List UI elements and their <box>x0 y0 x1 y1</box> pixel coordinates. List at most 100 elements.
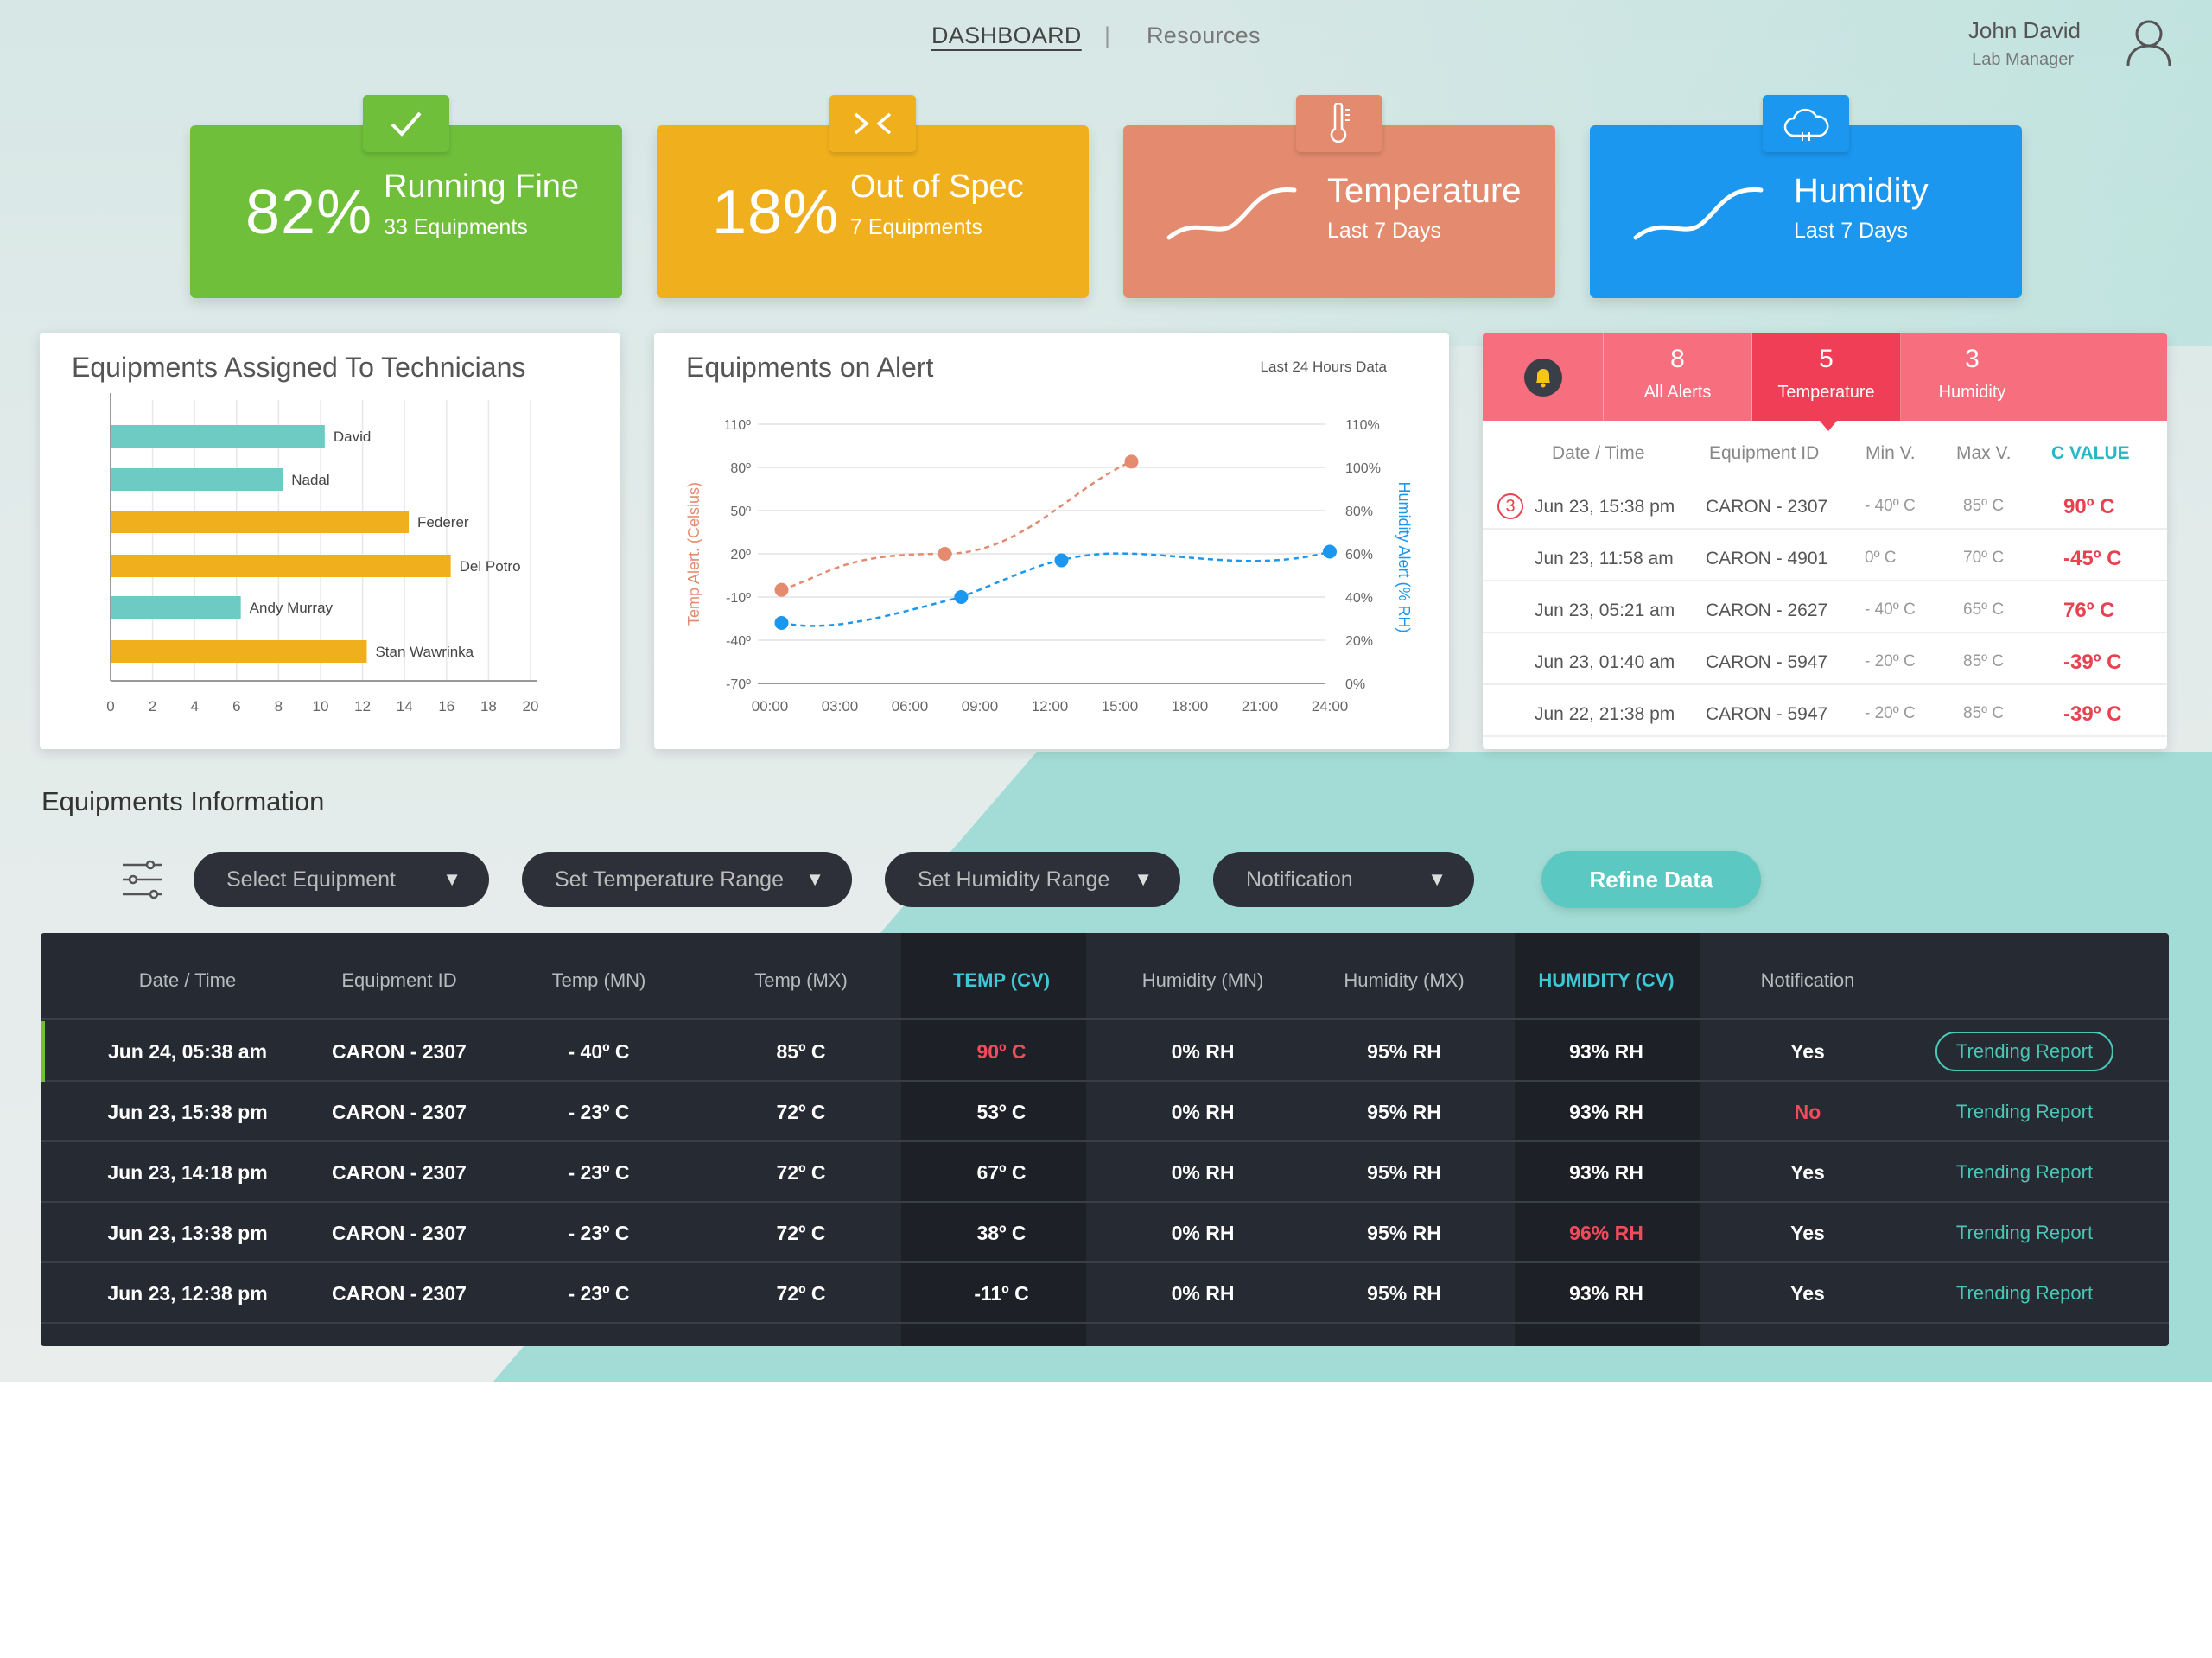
bar[interactable] <box>111 468 283 491</box>
alert-time: Jun 23, 05:21 am <box>1535 600 1675 620</box>
row-humidity-min: 0% RH <box>1171 1101 1235 1123</box>
kpi-spec-sub: 7 Equipments <box>850 215 982 239</box>
data-point[interactable] <box>938 547 952 561</box>
row-equipment-id: CARON - 2307 <box>332 1282 467 1305</box>
alert-time: Jun 23, 11:58 am <box>1535 549 1674 569</box>
trending-report-link[interactable]: Trending Report <box>1955 1282 2094 1304</box>
kpi-temperature-card[interactable]: Temperature Last 7 Days <box>1123 95 1555 298</box>
humidity-range-dropdown[interactable]: Set Humidity Range ▼ <box>885 852 1180 907</box>
alert-count-badge: 3 <box>1497 493 1523 519</box>
row-notification: Yes <box>1790 1161 1825 1184</box>
table-col-header[interactable]: Date / Time <box>138 969 237 991</box>
temperature-range-dropdown[interactable]: Set Temperature Range ▼ <box>522 852 852 907</box>
trending-report-link[interactable]: Trending Report <box>1955 1222 2094 1243</box>
table-col-header[interactable]: Humidity (MX) <box>1344 969 1465 991</box>
table-col-header[interactable]: HUMIDITY (CV) <box>1538 969 1675 991</box>
row-humidity-cv: 93% RH <box>1569 1040 1643 1063</box>
alert-line-chart: 110º 110% 80º 100% 50º 80% 20º 60% -10º 40% -40º 20… <box>685 418 1413 715</box>
filter-sliders-icon[interactable] <box>121 860 164 899</box>
alerts-bell-tab[interactable] <box>1483 333 1604 421</box>
row-datetime: Jun 23, 15:38 pm <box>107 1101 268 1123</box>
alert-equipment-id: CARON - 5947 <box>1706 652 1828 672</box>
alert-chart-note: Last 24 Hours Data <box>1260 359 1387 375</box>
nav-dashboard-link[interactable]: DASHBOARD <box>931 22 1082 48</box>
tab-all-alerts[interactable]: 8 All Alerts <box>1604 333 1752 421</box>
data-point[interactable] <box>774 582 789 597</box>
alert-row[interactable]: 3 Jun 23, 15:38 pm CARON - 2307 - 40º C 85º … <box>1483 478 2167 530</box>
alert-equipment-id: CARON - 2627 <box>1706 600 1828 620</box>
kpi-humidity-card[interactable]: Humidity Last 7 Days <box>1590 95 2022 298</box>
tab-temperature-alerts[interactable]: 5 Temperature <box>1752 333 1901 431</box>
selected-row-marker <box>41 1021 45 1082</box>
user-avatar-icon[interactable] <box>2126 19 2172 67</box>
alert-chart-panel: Equipments on Alert Last 24 Hours Data 1… <box>654 333 1449 749</box>
alert-c-value: -45º C <box>2063 547 2122 570</box>
table-col-header[interactable]: Temp (MX) <box>754 969 848 991</box>
tab-all-alerts-count: 8 <box>1670 345 1685 373</box>
x-tick-label: 15:00 <box>1102 698 1139 715</box>
alert-time: Jun 23, 15:38 pm <box>1535 497 1675 517</box>
tab-temperature-label: Temperature <box>1777 383 1875 402</box>
table-col-header[interactable]: Equipment ID <box>341 969 457 991</box>
row-temp-cv: 38º C <box>976 1222 1027 1244</box>
select-equipment-dropdown[interactable]: Select Equipment ▼ <box>194 852 489 907</box>
refine-data-button[interactable]: Refine Data <box>1541 851 1761 908</box>
table-row[interactable]: Jun 24, 05:38 am CARON - 2307 - 40º C 85º C… <box>41 1021 2169 1082</box>
y-tick-label: 50º <box>730 505 751 519</box>
bar[interactable] <box>111 555 451 577</box>
alerts-col-min: Min V. <box>1866 443 1916 463</box>
table-row[interactable]: Jun 23, 15:38 pm CARON - 2307 - 23º C 72º C… <box>41 1082 2169 1142</box>
alert-c-value: -39º C <box>2063 702 2122 726</box>
alerts-col-datetime: Date / Time <box>1552 443 1645 463</box>
table-col-header[interactable]: Notification <box>1760 969 1855 991</box>
kpi-running-fine-card[interactable]: 82% Running Fine 33 Equipments <box>190 95 622 298</box>
collapse-arrows-icon <box>830 95 916 152</box>
alert-row[interactable]: Jun 23, 01:40 am CARON - 5947 - 20º C 85º C… <box>1483 633 2167 685</box>
alert-max-value: 70º C <box>1963 549 2005 567</box>
x-tick-label: 12 <box>354 698 371 715</box>
data-point[interactable] <box>954 590 969 604</box>
y2-tick-label: 100% <box>1345 461 1381 476</box>
y2-tick-label: 110% <box>1345 418 1380 433</box>
alert-row[interactable]: Jun 23, 11:58 am CARON - 4901 0º C 70º C -45… <box>1483 530 2167 581</box>
trending-report-link[interactable]: Trending Report <box>1935 1032 2114 1071</box>
alert-chart-title: Equipments on Alert <box>686 352 934 383</box>
kpi-out-of-spec-card[interactable]: 18% Out of Spec 7 Equipments <box>657 95 1089 298</box>
equipment-info-title: Equipments Information <box>41 786 325 816</box>
alert-row[interactable]: Jun 23, 05:21 am CARON - 2627 - 40º C 65º C… <box>1483 581 2167 633</box>
data-point[interactable] <box>1323 544 1337 559</box>
tab-humidity-alerts[interactable]: 3 Humidity <box>1901 333 2044 421</box>
table-col-header[interactable]: TEMP (CV) <box>952 969 1051 991</box>
table-col-header[interactable]: Humidity (MN) <box>1141 969 1264 991</box>
row-datetime: Jun 23, 14:18 pm <box>107 1161 268 1184</box>
equipment-table: Date / Time Equipment ID Temp (MN) Temp (MX… <box>41 933 2169 1346</box>
row-temp-cv: 90º C <box>976 1040 1027 1063</box>
row-temp-min: - 23º C <box>568 1222 630 1244</box>
row-humidity-max: 95% RH <box>1367 1101 1441 1123</box>
trending-report-link[interactable]: Trending Report <box>1955 1101 2094 1122</box>
table-col-header[interactable]: Temp (MN) <box>551 969 646 991</box>
bar[interactable] <box>111 425 325 448</box>
nav-resources-link[interactable]: Resources <box>1147 22 1261 48</box>
alert-row[interactable]: Jun 22, 21:38 pm CARON - 5947 - 20º C 85º C… <box>1483 685 2167 737</box>
table-row[interactable]: Jun 23, 13:38 pm CARON - 2307 - 23º C 72º C… <box>41 1203 2169 1263</box>
table-row[interactable]: Jun 23, 12:38 pm CARON - 2307 - 23º C 72º C… <box>41 1263 2169 1324</box>
humidity-range-label: Set Humidity Range <box>918 867 1110 892</box>
data-point[interactable] <box>774 616 789 630</box>
bar[interactable] <box>111 596 241 619</box>
cloud-icon <box>1763 95 1849 152</box>
kpi-humidity-sub: Last 7 Days <box>1794 219 1909 243</box>
row-temp-max: 85º C <box>776 1040 826 1063</box>
x-tick-label: 24:00 <box>1312 698 1349 715</box>
tab-temperature-count: 5 <box>1819 345 1834 373</box>
notification-dropdown[interactable]: Notification ▼ <box>1213 852 1474 907</box>
bar[interactable] <box>111 511 410 533</box>
bar[interactable] <box>111 640 367 663</box>
row-notification: Yes <box>1790 1040 1825 1063</box>
trending-report-link[interactable]: Trending Report <box>1955 1161 2094 1183</box>
data-point[interactable] <box>1054 553 1069 568</box>
data-point[interactable] <box>1124 454 1139 469</box>
technicians-bar-chart: 0 2 4 6 8 10 12 14 16 18 20 David Nadal Federer Del Po… <box>106 393 538 715</box>
x-tick-label: 2 <box>149 698 156 715</box>
table-row[interactable]: Jun 23, 14:18 pm CARON - 2307 - 23º C 72º C… <box>41 1142 2169 1203</box>
